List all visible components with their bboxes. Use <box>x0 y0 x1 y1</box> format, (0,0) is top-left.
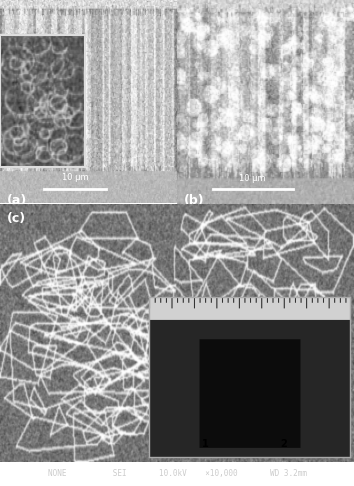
Text: 10 μm: 10 μm <box>239 174 266 183</box>
Text: (b): (b) <box>184 194 205 207</box>
Text: 10 μm: 10 μm <box>62 174 88 182</box>
Text: (c): (c) <box>7 212 26 225</box>
Text: (a): (a) <box>7 194 27 207</box>
Text: 1μm: 1μm <box>190 431 207 440</box>
Text: NONE          SEI       10.0kV    ×10,000       WD 3.2mm: NONE SEI 10.0kV ×10,000 WD 3.2mm <box>47 469 307 478</box>
